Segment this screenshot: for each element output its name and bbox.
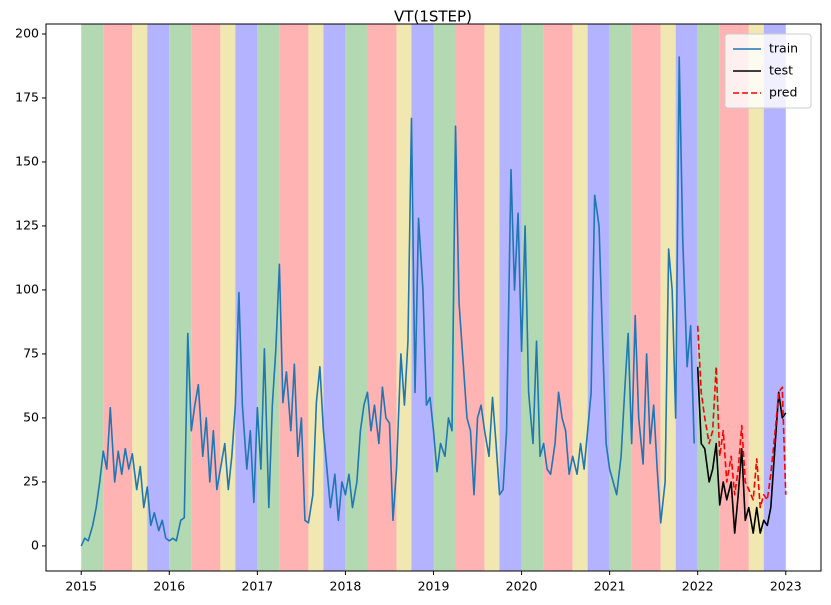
season-band (484, 24, 500, 571)
plot-area (80, 56, 787, 547)
season-band (81, 24, 104, 571)
season-band (132, 24, 148, 571)
season-band (587, 24, 610, 571)
y-tick-label: 125 (15, 217, 39, 232)
x-tick-label: 2023 (770, 579, 802, 594)
season-band (345, 24, 368, 571)
season-band (308, 24, 324, 571)
season-band (748, 24, 764, 571)
season-band (396, 24, 412, 571)
legend-label: test (769, 63, 793, 78)
season-band (543, 24, 573, 571)
y-tick-label: 25 (23, 473, 39, 488)
season-band (572, 24, 588, 571)
y-tick-label: 75 (23, 345, 39, 360)
chart-title: VT(1STEP) (394, 8, 472, 26)
x-tick-label: 2019 (418, 579, 450, 594)
season-band (323, 24, 346, 571)
y-tick-label: 100 (15, 281, 39, 296)
season-band (521, 24, 544, 571)
series-line (696, 325, 787, 509)
season-band (763, 24, 786, 571)
legend-box (724, 33, 812, 109)
y-tick-label: 150 (15, 153, 39, 168)
legend-label: pred (769, 85, 797, 100)
x-tick-label: 2016 (153, 579, 185, 594)
season-band (257, 24, 280, 571)
x-tick-label: 2020 (506, 579, 538, 594)
season-band (499, 24, 522, 571)
y-tick-label: 200 (15, 25, 39, 40)
season-band (235, 24, 258, 571)
legend-label: train (769, 41, 798, 56)
season-band (103, 24, 133, 571)
season-band (147, 24, 170, 571)
season-band (609, 24, 632, 571)
season-band (697, 24, 720, 571)
x-tick-label: 2018 (330, 579, 362, 594)
legend: train test pred (724, 33, 812, 109)
season-band (631, 24, 661, 571)
y-tick-label: 50 (23, 409, 39, 424)
y-tick-label: 175 (15, 89, 39, 104)
x-tick-label: 2022 (682, 579, 714, 594)
x-tick-label: 2017 (241, 579, 273, 594)
season-band (220, 24, 236, 571)
x-tick-label: 2015 (65, 579, 97, 594)
y-tick-label: 0 (31, 537, 39, 552)
x-tick-label: 2021 (594, 579, 626, 594)
season-band (455, 24, 485, 571)
season-band (169, 24, 192, 571)
series-line (80, 56, 695, 547)
season-band (433, 24, 456, 571)
series-line (696, 366, 787, 534)
